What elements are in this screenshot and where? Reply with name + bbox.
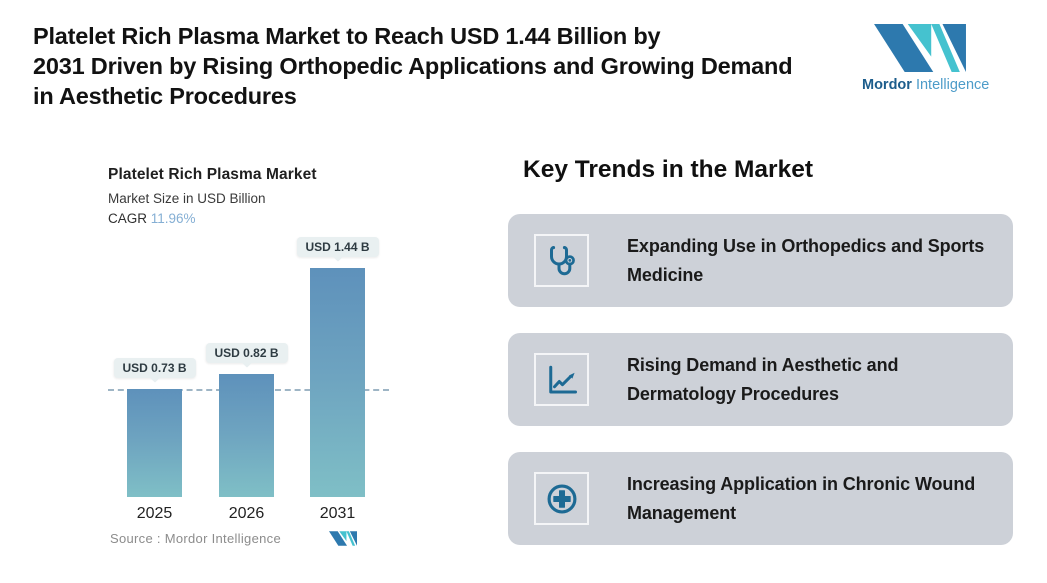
trend-icon-tile [534,472,589,525]
bar-value-label: USD 1.44 B [296,237,379,257]
cagr-label: CAGR [108,211,148,226]
mordor-logo-icon [874,24,966,72]
trend-card-wound: Increasing Application in Chronic Wound … [508,452,1013,545]
brand-name: Mordor Intelligence [862,77,989,93]
brand-word-intelligence: Intelligence [915,77,990,93]
trend-text: Rising Demand in Aesthetic and Dermatolo… [627,354,899,404]
mordor-logo-icon-small [329,531,357,546]
brand-word-mordor: Mordor [862,77,912,93]
cagr-value: 11.96% [150,211,196,226]
trend-card-aesthetic: Rising Demand in Aesthetic and Dermatolo… [508,333,1013,426]
bar [310,268,365,497]
trend-card-orthopedics: Expanding Use in Orthopedics and Sports … [508,214,1013,307]
trend-text: Increasing Application in Chronic Wound … [627,473,976,523]
page-title-line: in Aesthetic Procedures [33,83,297,109]
mordor-intelligence-logo: Mordor Intelligence [862,24,989,93]
page-title-line: Platelet Rich Plasma Market to Reach USD… [33,23,661,49]
bar-group: USD 0.73 B 2025 [113,230,196,522]
chart-subtitle: Market Size in USD Billion [108,191,266,206]
page-title: Platelet Rich Plasma Market to Reach USD… [33,21,793,111]
trend-icon-tile [534,353,589,406]
bar-value-label: USD 0.82 B [205,343,288,363]
trend-line-chart-icon [548,365,577,393]
x-axis-label: 2031 [319,505,356,522]
bar-value-label: USD 0.73 B [113,358,196,378]
chart-title: Platelet Rich Plasma Market [108,166,317,183]
trend-icon-tile [534,234,589,287]
medical-cross-icon [547,484,576,513]
source-row: Source : Mordor Intelligence [110,531,380,546]
bar-group: USD 0.82 B 2026 [205,230,288,522]
stethoscope-icon [549,245,575,275]
page-title-line: 2031 Driven by Rising Orthopedic Applica… [33,53,793,79]
bar [219,374,274,497]
trends-heading: Key Trends in the Market [523,156,814,183]
chart-cagr: CAGR 11.96% [108,211,317,226]
x-axis-label: 2025 [136,505,173,522]
source-label: Source : Mordor Intelligence [110,531,281,546]
bar-chart-plot: USD 0.73 B 2025 USD 0.82 B 2026 USD 1.44 B 20… [108,230,408,522]
bar-group: USD 1.44 B 2031 [296,230,379,522]
chart-header: Platelet Rich Plasma Market Market Size … [108,166,317,226]
bar [127,389,182,497]
trend-text: Expanding Use in Orthopedics and Sports … [627,235,985,285]
x-axis-label: 2026 [228,505,265,522]
